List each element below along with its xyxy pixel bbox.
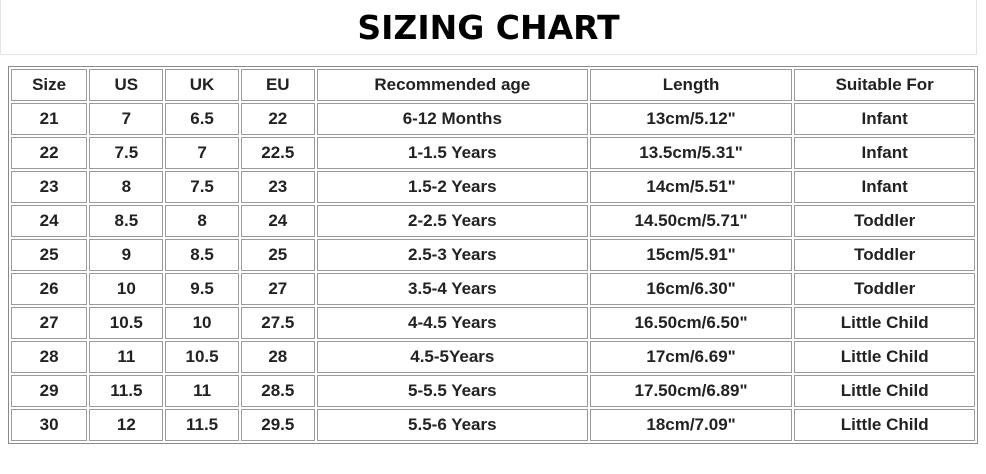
cell: 7 xyxy=(165,137,239,169)
cell: 22 xyxy=(240,103,315,135)
cell: 6-12 Months xyxy=(316,103,588,135)
row: 21 7 6.5 22 6-12 Months 13cm/5.12" Infant xyxy=(11,103,975,135)
cell: Little Child xyxy=(794,375,975,407)
cell: 1.5-2 Years xyxy=(316,171,588,203)
cell: 9 xyxy=(89,239,164,271)
cell: 27 xyxy=(240,273,315,305)
cell: 16.50cm/6.50" xyxy=(589,307,793,339)
cell: 28 xyxy=(240,341,315,373)
cell: 21 xyxy=(11,103,88,135)
row: 24 8.5 8 24 2-2.5 Years 14.50cm/5.71" Toddler xyxy=(11,205,975,237)
cell: 8 xyxy=(89,171,164,203)
cell: 22.5 xyxy=(240,137,315,169)
cell: 14cm/5.51" xyxy=(589,171,793,203)
cell: 12 xyxy=(89,409,164,441)
cell: 2.5-3 Years xyxy=(316,239,588,271)
cell: 10 xyxy=(165,307,239,339)
cell: 4.5-5Years xyxy=(316,341,588,373)
cell: 27.5 xyxy=(240,307,315,339)
cell: 4-4.5 Years xyxy=(316,307,588,339)
header-cell: US xyxy=(89,69,164,101)
cell: 3.5-4 Years xyxy=(316,273,588,305)
header-cell: EU xyxy=(240,69,315,101)
cell: 5.5-6 Years xyxy=(316,409,588,441)
cell: 2-2.5 Years xyxy=(316,205,588,237)
header-cell: Length xyxy=(589,69,793,101)
cell: 25 xyxy=(11,239,88,271)
cell: 24 xyxy=(240,205,315,237)
cell: 28.5 xyxy=(240,375,315,407)
cell: 11.5 xyxy=(89,375,164,407)
cell: 7.5 xyxy=(165,171,239,203)
cell: 17.50cm/6.89" xyxy=(589,375,793,407)
cell: 23 xyxy=(11,171,88,203)
cell: 14.50cm/5.71" xyxy=(589,205,793,237)
cell: 5-5.5 Years xyxy=(316,375,588,407)
cell: 30 xyxy=(11,409,88,441)
cell: 9.5 xyxy=(165,273,239,305)
cell: 17cm/6.69" xyxy=(589,341,793,373)
table-body: Size US UK EU Recommended age Length Suitable … xyxy=(11,69,975,441)
cell: Toddler xyxy=(794,205,975,237)
cell: 10.5 xyxy=(165,341,239,373)
cell: 18cm/7.09" xyxy=(589,409,793,441)
header-cell: Recommended age xyxy=(316,69,588,101)
cell: 23 xyxy=(240,171,315,203)
cell: 6.5 xyxy=(165,103,239,135)
header-cell: Size xyxy=(11,69,88,101)
cell: 22 xyxy=(11,137,88,169)
cell: 11 xyxy=(165,375,239,407)
header-row: Size US UK EU Recommended age Length Suitable … xyxy=(11,69,975,101)
cell: 11 xyxy=(89,341,164,373)
cell: 7.5 xyxy=(89,137,164,169)
cell: 29.5 xyxy=(240,409,315,441)
cell: 10 xyxy=(89,273,164,305)
header-cell: UK xyxy=(165,69,239,101)
row: 25 9 8.5 25 2.5-3 Years 15cm/5.91" Toddler xyxy=(11,239,975,271)
cell: 8.5 xyxy=(89,205,164,237)
title-box xyxy=(0,0,977,55)
cell: Infant xyxy=(794,171,975,203)
row: 28 11 10.5 28 4.5-5Years 17cm/6.69" Little Chi… xyxy=(11,341,975,373)
cell: 26 xyxy=(11,273,88,305)
cell: 28 xyxy=(11,341,88,373)
cell: 29 xyxy=(11,375,88,407)
row: 27 10.5 10 27.5 4-4.5 Years 16.50cm/6.50" Litt… xyxy=(11,307,975,339)
cell: Infant xyxy=(794,137,975,169)
cell: 13cm/5.12" xyxy=(589,103,793,135)
cell: 8 xyxy=(165,205,239,237)
cell: Infant xyxy=(794,103,975,135)
row: 30 12 11.5 29.5 5.5-6 Years 18cm/7.09" Little … xyxy=(11,409,975,441)
header-cell: Suitable For xyxy=(794,69,975,101)
cell: 13.5cm/5.31" xyxy=(589,137,793,169)
cell: Little Child xyxy=(794,409,975,441)
row: 22 7.5 7 22.5 1-1.5 Years 13.5cm/5.31" Infant xyxy=(11,137,975,169)
cell: 11.5 xyxy=(165,409,239,441)
cell: 24 xyxy=(11,205,88,237)
cell: Toddler xyxy=(794,273,975,305)
cell: 7 xyxy=(89,103,164,135)
cell: Little Child xyxy=(794,307,975,339)
row: 23 8 7.5 23 1.5-2 Years 14cm/5.51" Infant xyxy=(11,171,975,203)
cell: 25 xyxy=(240,239,315,271)
cell: 8.5 xyxy=(165,239,239,271)
cell: 15cm/5.91" xyxy=(589,239,793,271)
sizing-table: Size US UK EU Recommended age Length Suitable … xyxy=(8,66,978,444)
cell: Toddler xyxy=(794,239,975,271)
row: 26 10 9.5 27 3.5-4 Years 16cm/6.30" Toddler xyxy=(11,273,975,305)
row: 29 11.5 11 28.5 5-5.5 Years 17.50cm/6.89" Litt… xyxy=(11,375,975,407)
cell: 1-1.5 Years xyxy=(316,137,588,169)
title: SIZING CHART xyxy=(357,8,620,47)
cell: 10.5 xyxy=(89,307,164,339)
cell: 16cm/6.30" xyxy=(589,273,793,305)
cell: Little Child xyxy=(794,341,975,373)
cell: 27 xyxy=(11,307,88,339)
